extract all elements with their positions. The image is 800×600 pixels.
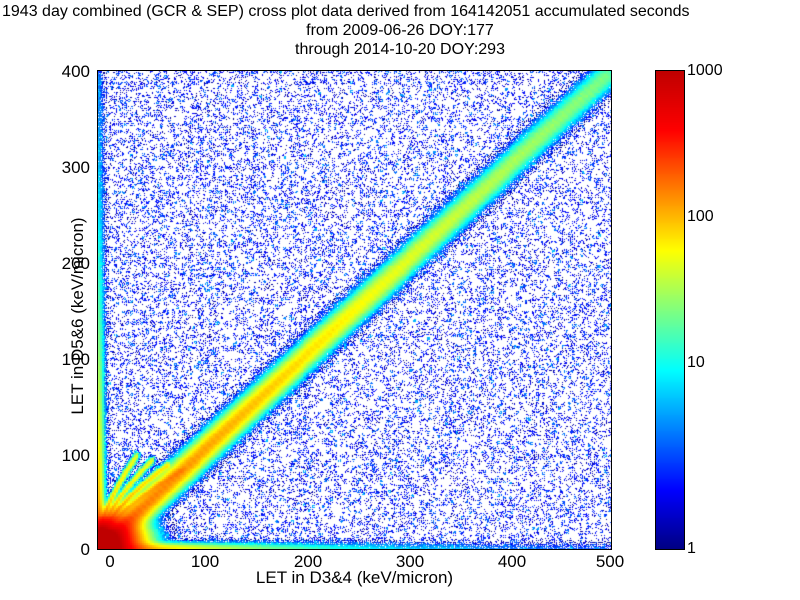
colorbar-tick-100: 100 bbox=[687, 208, 714, 226]
x-axis-label: LET in D3&4 (keV/micron) bbox=[97, 568, 612, 588]
title-line3: through 2014-10-20 DOY:293 bbox=[0, 40, 800, 59]
colorbar-tick-1: 1 bbox=[687, 540, 696, 558]
chart-title-block: 1943 day combined (GCR & SEP) cross plot… bbox=[0, 2, 800, 59]
title-line2: from 2009-06-26 DOY:177 bbox=[0, 21, 800, 40]
colorbar-canvas bbox=[655, 70, 685, 550]
colorbar-tick-10: 10 bbox=[687, 354, 705, 372]
density-plot-canvas[interactable] bbox=[97, 70, 612, 550]
y-axis-label: LET in D5&6 (keV/micron) bbox=[68, 76, 88, 556]
title-line1: 1943 day combined (GCR & SEP) cross plot… bbox=[0, 2, 800, 21]
y-axis-label-wrap: LET in D5&6 (keV/micron) bbox=[20, 70, 60, 550]
chart-container: 1943 day combined (GCR & SEP) cross plot… bbox=[0, 0, 800, 600]
colorbar-tick-1000: 1000 bbox=[687, 62, 723, 80]
